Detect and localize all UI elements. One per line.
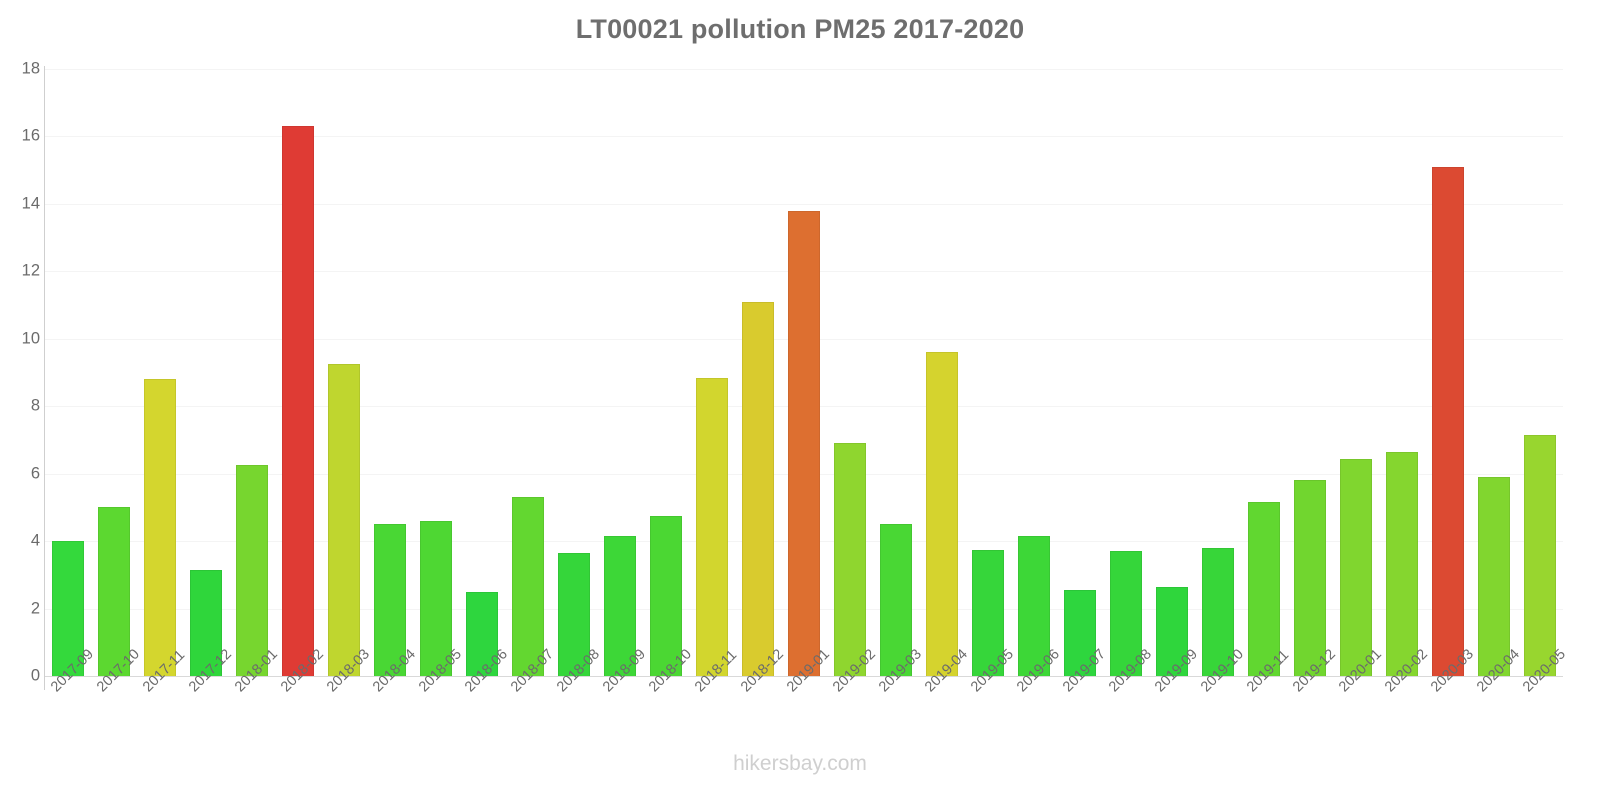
y-axis-labels: 0 2 4 6 8 10 12 14 16 18 [0,0,40,800]
gridline [45,203,1563,205]
bar[interactable] [1063,590,1097,676]
y-axis-tick-label: 6 [30,464,40,483]
bar[interactable] [1109,551,1143,676]
y-axis-tick-label: 10 [21,329,40,348]
bar[interactable] [1431,166,1465,676]
bar[interactable] [327,364,361,676]
bar[interactable] [419,520,453,676]
y-axis-tick-stub [44,676,45,690]
bar[interactable] [1017,536,1051,676]
bar[interactable] [1247,502,1281,676]
gridline [45,136,1563,138]
bar[interactable] [143,379,177,676]
bar[interactable] [1385,451,1419,676]
bar[interactable] [189,569,223,676]
y-axis-tick-label: 18 [21,59,40,78]
bar[interactable] [879,524,913,676]
y-axis-tick-label: 16 [21,126,40,145]
bar[interactable] [649,515,683,676]
bar[interactable] [51,541,85,676]
bar[interactable] [787,210,821,676]
y-axis-tick-label: 14 [21,194,40,213]
bar[interactable] [235,465,269,676]
y-axis-tick-label: 4 [30,531,40,550]
bar[interactable] [1339,458,1373,676]
bar-series [45,69,1563,676]
bar[interactable] [741,301,775,676]
bar[interactable] [925,352,959,676]
y-axis-tick-label: 12 [21,261,40,280]
bar[interactable] [97,507,131,676]
bar[interactable] [833,443,867,676]
gridline [45,676,1563,677]
bar[interactable] [971,549,1005,676]
bar[interactable] [1293,480,1327,676]
bar[interactable] [1201,547,1235,676]
y-axis-line [44,66,45,682]
bar[interactable] [1477,477,1511,676]
y-axis-tick-label: 0 [30,666,40,685]
bar[interactable] [511,497,545,676]
plot-area [45,69,1563,677]
bar[interactable] [603,536,637,676]
bar[interactable] [465,591,499,676]
page-title: LT00021 pollution PM25 2017-2020 [575,14,1025,44]
bar[interactable] [1523,434,1557,676]
bar[interactable] [281,126,315,676]
bar[interactable] [373,524,407,676]
bar[interactable] [695,377,729,676]
y-axis-tick-label: 8 [30,396,40,415]
y-axis-tick-label: 2 [30,599,40,618]
gridline [45,69,1563,70]
bar[interactable] [557,552,591,676]
bar[interactable] [1155,586,1189,676]
source-watermark: hikersbay.com [733,752,867,775]
